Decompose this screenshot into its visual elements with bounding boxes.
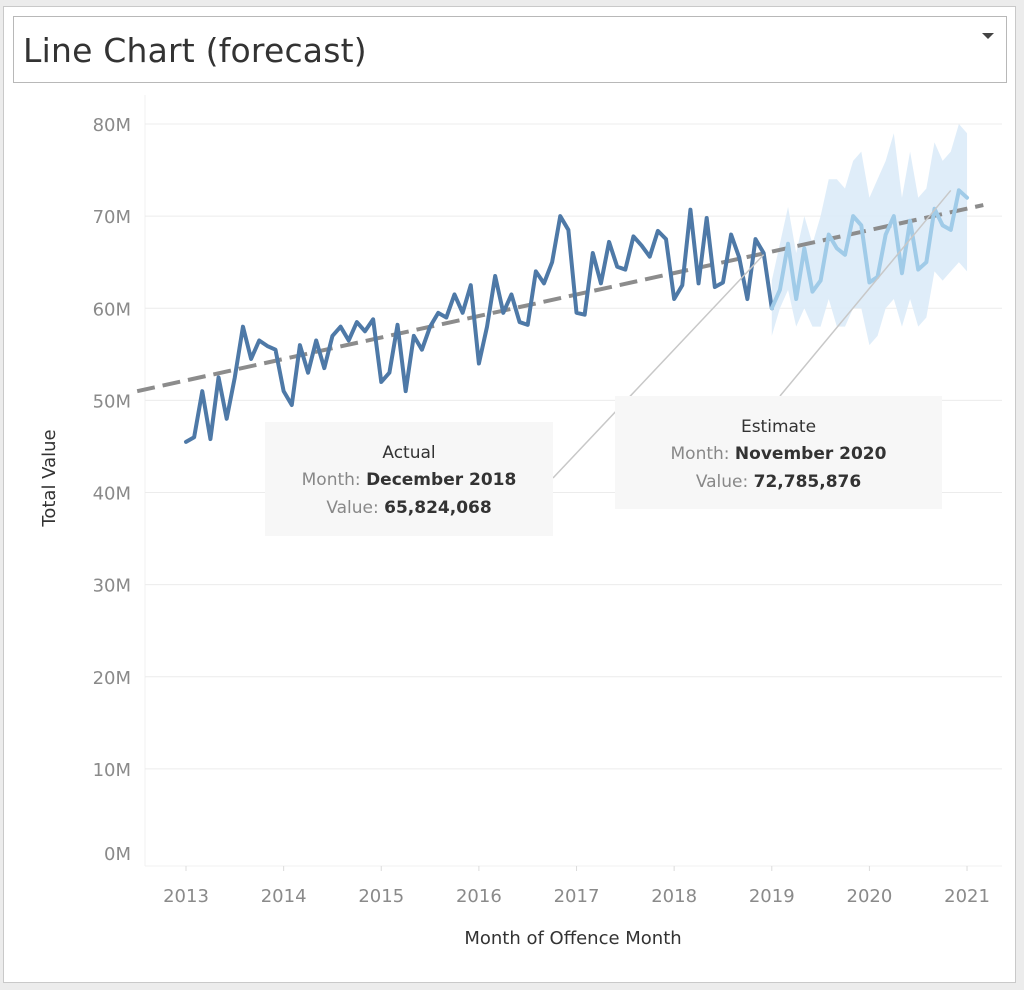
chart-selector-dropdown[interactable]: Line Chart (forecast) (13, 16, 1007, 83)
y-axis-ticks: 0M 10M 20M 30M 40M 50M 60M 70M 80M (93, 115, 131, 865)
y-tick-label: 30M (93, 576, 131, 597)
x-tick-label: 2015 (358, 886, 404, 907)
annotation-month-value: December 2018 (366, 470, 516, 490)
annotation-month: Month: November 2020 (671, 444, 887, 464)
x-tick-label: 2021 (944, 886, 990, 907)
annotation-leader-line (552, 254, 765, 479)
y-tick-label: 40M (93, 484, 131, 505)
x-tick-label: 2016 (456, 886, 502, 907)
y-tick-label: 20M (93, 668, 131, 689)
annotation-estimate: Estimate Month: November 2020 Value: 72,78… (615, 396, 942, 509)
annotation-value: Value: 72,785,876 (696, 472, 861, 492)
annotations: Actual Month: December 2018 Value: 65,824,… (265, 396, 942, 536)
x-axis-ticks: 2013 2014 2015 2016 2017 2018 2019 2020 2021 (163, 866, 990, 907)
annotation-month-key: Month: (671, 444, 735, 464)
y-tick-label: 70M (93, 207, 131, 228)
forecast-band (771, 124, 968, 346)
x-tick-label: 2017 (554, 886, 600, 907)
annotation-leaders (552, 189, 952, 479)
chart-selector-label: Line Chart (forecast) (23, 31, 367, 70)
annotation-month-value: November 2020 (735, 444, 887, 464)
x-axis-title: Month of Offence Month (464, 928, 681, 949)
annotation-value-value: 72,785,876 (754, 472, 862, 492)
annotation-title: Actual (382, 443, 435, 463)
annotation-title: Estimate (741, 417, 816, 437)
y-tick-label: 50M (93, 391, 131, 412)
forecast-confidence-band (771, 124, 968, 346)
chevron-down-icon[interactable] (982, 33, 994, 39)
annotation-value-key: Value: (696, 472, 754, 492)
annotation-value: Value: 65,824,068 (326, 498, 491, 518)
annotation-leader-line (779, 189, 952, 397)
x-tick-label: 2019 (749, 886, 795, 907)
y-tick-label: 80M (93, 115, 131, 136)
y-axis-title: Total Value (39, 429, 60, 527)
annotation-actual: Actual Month: December 2018 Value: 65,824,… (265, 422, 553, 536)
x-tick-label: 2013 (163, 886, 209, 907)
series-lines (184, 188, 970, 444)
annotation-month-key: Month: (302, 470, 366, 490)
annotation-month: Month: December 2018 (302, 470, 517, 490)
x-tick-label: 2018 (651, 886, 697, 907)
x-tick-label: 2014 (261, 886, 307, 907)
y-tick-label: 0M (104, 844, 131, 865)
annotation-box (265, 422, 553, 536)
y-tick-label: 60M (93, 299, 131, 320)
y-tick-label: 10M (93, 760, 131, 781)
annotation-box (615, 396, 942, 509)
x-tick-label: 2020 (847, 886, 893, 907)
annotation-value-value: 65,824,068 (384, 498, 492, 518)
annotation-value-key: Value: (326, 498, 384, 518)
